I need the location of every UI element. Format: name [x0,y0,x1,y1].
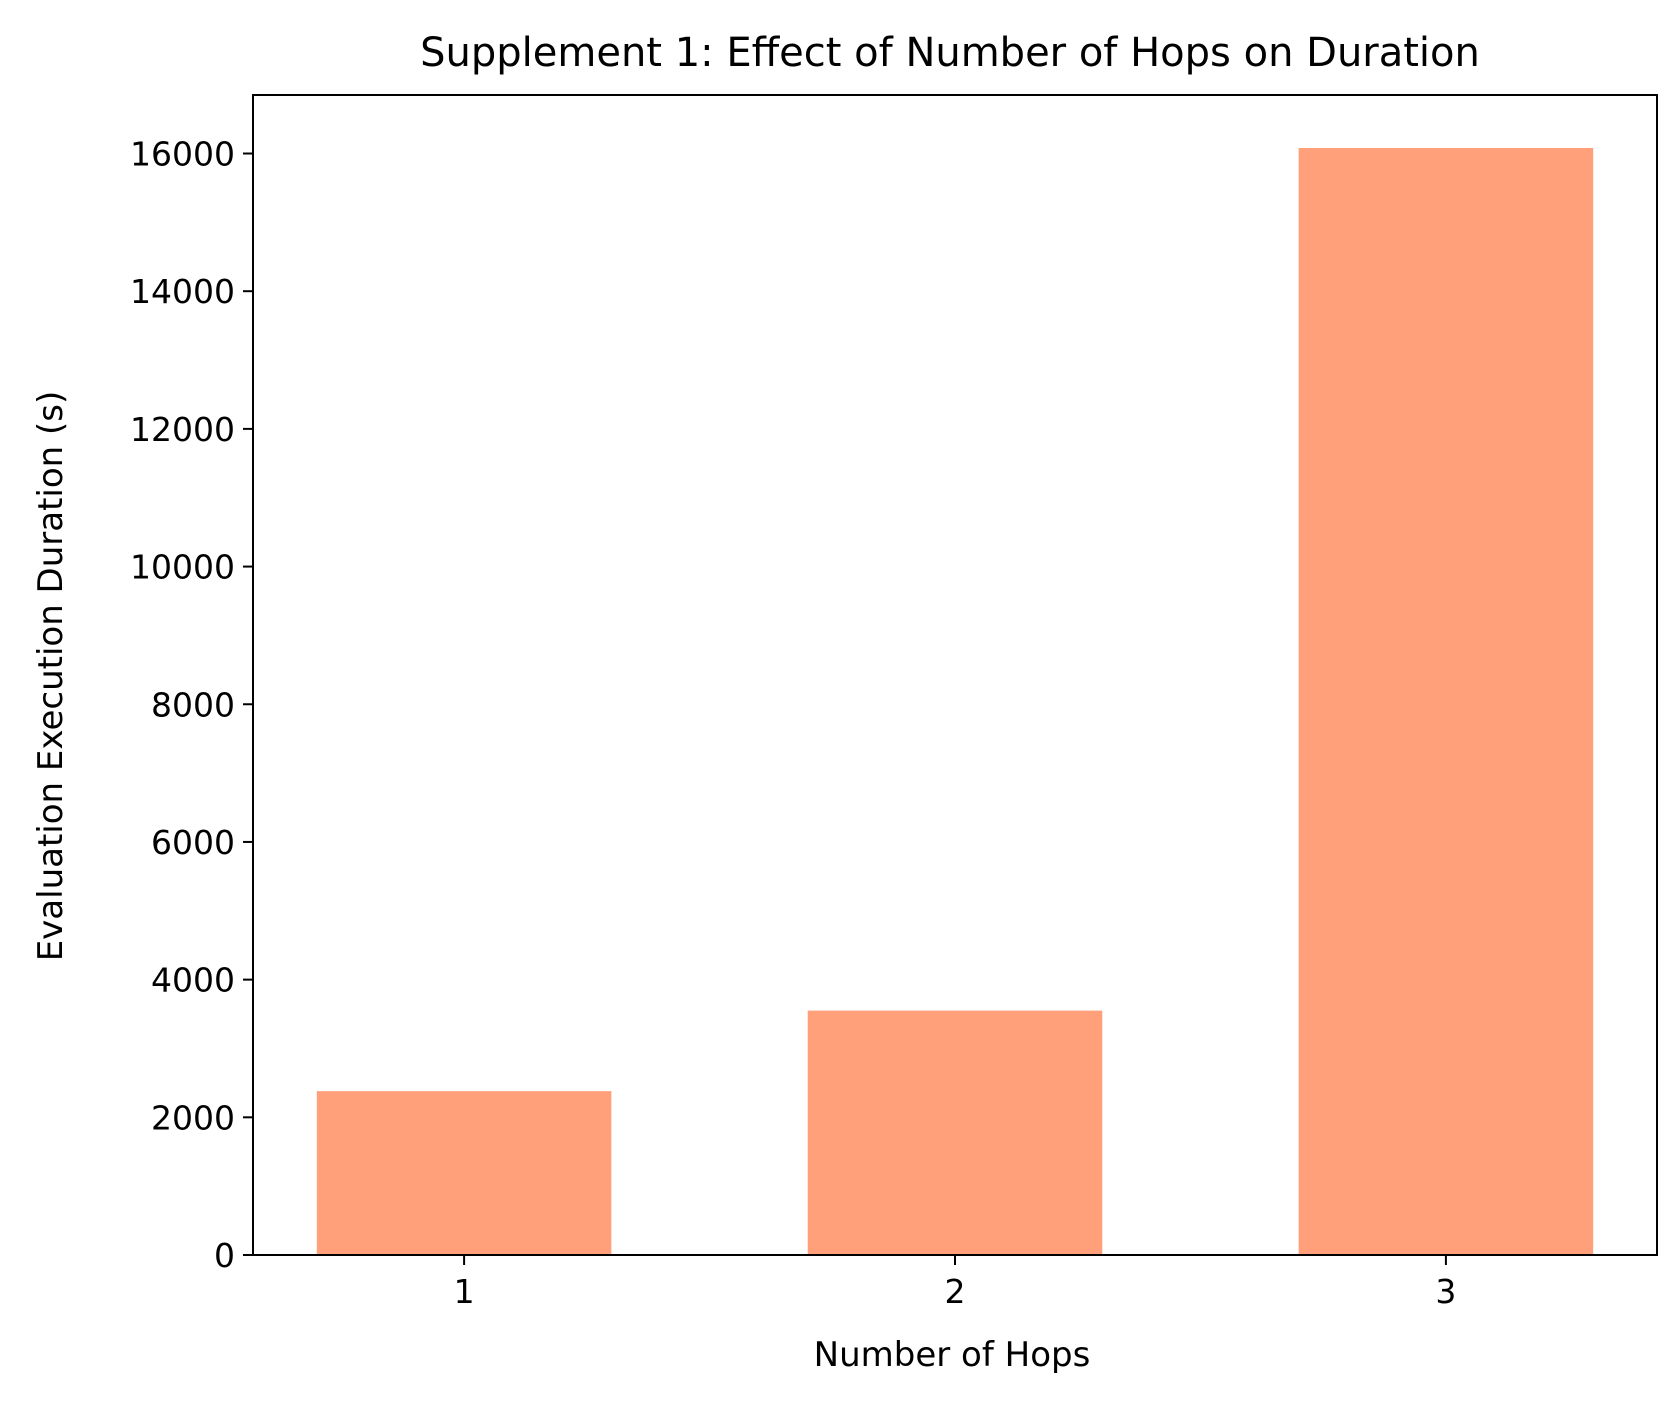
x-tick-label: 1 [454,1272,475,1311]
y-tick-label: 0 [214,1236,235,1275]
bar-1 [316,1091,612,1255]
x-tick-label: 3 [1435,1272,1456,1311]
y-tick-label: 6000 [151,823,235,862]
y-tick-label: 14000 [130,272,235,311]
y-tick-label: 4000 [151,961,235,1000]
y-ticks: 0 2000 4000 6000 8000 10000 12000 14000 16000 [130,135,253,1275]
y-tick-label: 10000 [130,548,235,587]
y-axis-label: Evaluation Execution Duration (s) [31,391,71,962]
bars-layer [316,148,1594,1255]
y-tick-label: 16000 [130,135,235,174]
chart-title: Supplement 1: Effect of Number of Hops o… [420,30,1480,76]
bar-2 [807,1010,1103,1255]
y-tick-label: 12000 [130,410,235,449]
y-tick-label: 8000 [151,685,235,724]
x-ticks: 1 2 3 [454,1255,1456,1311]
x-axis-label: Number of Hops [814,1335,1091,1375]
y-tick-label: 2000 [151,1098,235,1137]
x-tick-label: 2 [945,1272,966,1311]
bar-3 [1298,148,1594,1255]
